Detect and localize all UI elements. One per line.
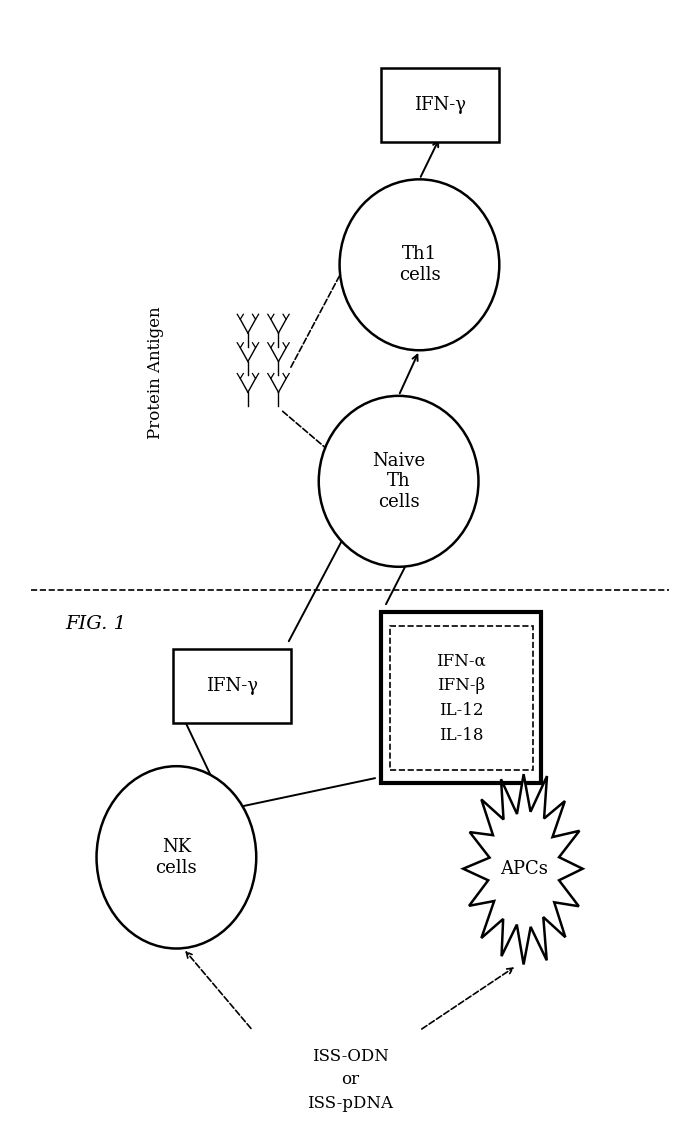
Text: ISS-ODN
or
ISS-pDNA: ISS-ODN or ISS-pDNA [307,1048,393,1112]
FancyBboxPatch shape [382,613,541,783]
Ellipse shape [340,180,499,350]
FancyBboxPatch shape [390,626,533,769]
Text: IFN-α
IFN-β
IL-12
IL-18: IFN-α IFN-β IL-12 IL-18 [436,653,486,743]
FancyBboxPatch shape [382,69,499,142]
Text: IFN-γ: IFN-γ [206,678,258,695]
Text: Naive
Th
cells: Naive Th cells [372,451,425,511]
Text: Protein Antigen: Protein Antigen [147,307,164,440]
Ellipse shape [97,766,256,948]
Ellipse shape [318,396,479,567]
Text: Th1
cells: Th1 cells [398,245,440,284]
Text: IFN-γ: IFN-γ [414,96,466,114]
Text: NK
cells: NK cells [155,838,197,877]
Text: APCs: APCs [500,860,547,878]
Polygon shape [463,774,582,964]
Text: FIG. 1: FIG. 1 [65,615,126,633]
FancyBboxPatch shape [173,649,291,724]
